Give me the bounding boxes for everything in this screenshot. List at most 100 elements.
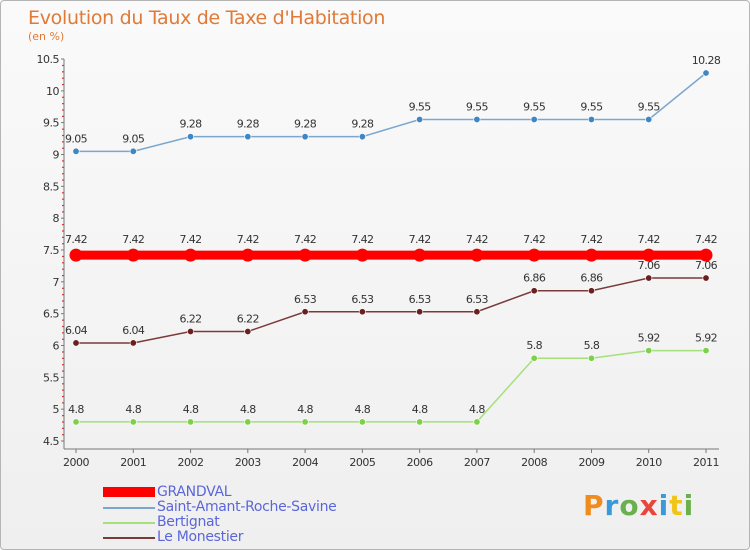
y-minor-tick <box>62 141 64 143</box>
y-minor-tick <box>62 389 64 391</box>
series-0-point <box>470 248 484 262</box>
series-1-data-label: 9.28 <box>237 118 260 131</box>
series-1-data-label: 9.55 <box>466 100 489 113</box>
y-tick-label: 9 <box>53 149 60 162</box>
series-3-data-label: 6.86 <box>580 272 603 285</box>
y-tick-label: 7 <box>53 276 60 289</box>
series-3-point <box>187 327 195 335</box>
series-3-data-label: 6.04 <box>122 324 145 337</box>
series-1-point <box>416 115 424 123</box>
series-1-point <box>129 147 137 155</box>
y-minor-tick <box>62 434 64 436</box>
legend-item-grandval: GRANDVAL <box>99 484 419 500</box>
y-minor-tick <box>62 421 64 423</box>
series-0-data-label: 7.42 <box>580 233 602 246</box>
y-minor-tick <box>62 243 64 245</box>
series-0-point <box>642 248 656 262</box>
series-3-data-label: 6.53 <box>409 293 432 306</box>
chart-subtitle: (en %) <box>28 30 65 43</box>
series-1-point <box>187 133 195 141</box>
y-tick-label: 10.5 <box>37 53 60 66</box>
series-2-data-label: 5.92 <box>695 332 717 345</box>
y-minor-tick <box>62 402 64 404</box>
series-1-data-label: 10.28 <box>692 54 721 67</box>
legend-label-grandval: GRANDVAL <box>157 484 232 500</box>
series-2-point <box>645 347 653 355</box>
series-0-data-label: 7.42 <box>122 233 144 246</box>
x-tick-label: 2010 <box>636 456 662 469</box>
logo-letter: x <box>639 489 659 522</box>
x-tick-label: 2002 <box>178 456 204 469</box>
series-2-point <box>358 418 366 426</box>
y-minor-tick <box>62 211 64 213</box>
legend-label-le-monestier: Le Monestier <box>157 529 244 545</box>
series-0-data-label: 7.42 <box>523 233 545 246</box>
series-3-data-label: 7.06 <box>638 259 661 272</box>
y-tick-label: 7.5 <box>43 244 59 257</box>
series-3-point <box>587 287 595 295</box>
series-1-data-label: 9.55 <box>523 100 546 113</box>
y-minor-tick <box>62 300 64 302</box>
series-1-point <box>702 69 710 77</box>
y-minor-tick <box>62 319 64 321</box>
series-0-point <box>69 248 83 262</box>
series-3-point <box>129 339 137 347</box>
legend-label-saint-amant: Saint-Amant-Roche-Savine <box>157 499 337 515</box>
series-3-point <box>473 308 481 316</box>
y-minor-tick <box>62 224 64 226</box>
series-3-data-label: 6.53 <box>294 293 317 306</box>
y-minor-tick <box>62 351 64 353</box>
series-2-point <box>72 418 80 426</box>
y-minor-tick <box>62 395 64 398</box>
series-3-data-label: 6.04 <box>65 324 88 337</box>
y-tick-label: 10 <box>46 85 59 98</box>
series-2-point <box>129 418 137 426</box>
legend-swatch-bertignat <box>103 522 155 524</box>
series-3-point <box>702 274 710 282</box>
legend-item-bertignat: Bertignat <box>99 514 419 530</box>
y-minor-tick <box>62 147 64 149</box>
series-0-point <box>699 248 713 262</box>
y-minor-tick <box>62 287 64 289</box>
series-3-point <box>301 308 309 316</box>
x-tick-label: 2001 <box>120 456 146 469</box>
series-1-data-label: 9.55 <box>580 100 603 113</box>
series-3-data-label: 6.53 <box>466 293 489 306</box>
x-tick-label: 2006 <box>407 456 433 469</box>
series-0-data-label: 7.42 <box>351 233 373 246</box>
series-1-point <box>587 115 595 123</box>
y-minor-tick <box>62 427 64 429</box>
series-3-data-label: 6.53 <box>351 293 374 306</box>
x-tick-label: 2011 <box>693 456 719 469</box>
y-minor-tick <box>62 166 64 168</box>
chart-title: Evolution du Taux de Taxe d'Habitation <box>28 7 386 29</box>
legend: GRANDVAL Saint-Amant-Roche-Savine Bertig… <box>99 484 419 545</box>
series-0-point <box>298 248 312 262</box>
y-minor-tick <box>62 134 64 137</box>
y-minor-tick <box>62 204 64 207</box>
y-minor-tick <box>62 71 64 73</box>
y-minor-tick <box>62 357 64 359</box>
legend-item-saint-amant: Saint-Amant-Roche-Savine <box>99 499 419 515</box>
logo-letter: t <box>669 489 684 522</box>
y-minor-tick <box>62 179 64 181</box>
y-minor-tick <box>62 236 64 238</box>
series-2-point <box>416 418 424 426</box>
series-3-point <box>244 327 252 335</box>
series-2-line <box>76 349 706 423</box>
series-0-point <box>184 248 198 262</box>
y-minor-tick <box>62 255 64 258</box>
y-tick-label: 5 <box>53 403 60 416</box>
series-3-point <box>645 274 653 282</box>
x-tick-label: 2009 <box>578 456 604 469</box>
series-0-data-label: 7.42 <box>466 233 488 246</box>
series-3-point <box>530 287 538 295</box>
series-1-point <box>530 115 538 123</box>
x-tick-label: 2008 <box>521 456 547 469</box>
logo-letter: i <box>658 489 670 522</box>
series-2-data-label: 4.8 <box>68 403 84 416</box>
series-0-point <box>241 248 255 262</box>
y-minor-tick <box>62 77 64 79</box>
series-3-data-label: 6.86 <box>523 272 546 285</box>
series-1-point <box>301 133 309 141</box>
